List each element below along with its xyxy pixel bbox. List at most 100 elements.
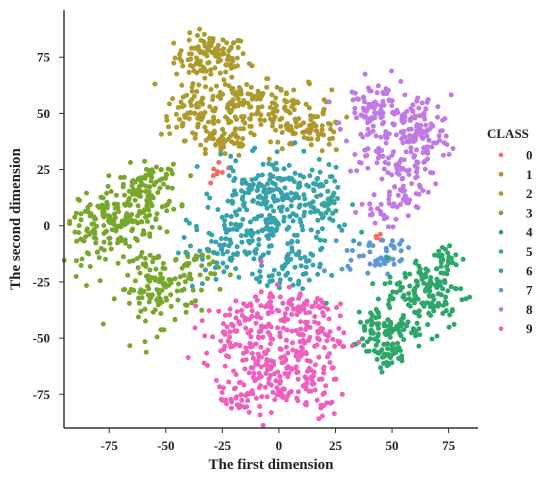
data-point-class-6 <box>288 190 294 196</box>
data-point-class-3 <box>83 234 89 240</box>
data-point-class-2 <box>262 117 267 123</box>
data-point-class-9 <box>216 384 222 390</box>
data-point-class-3 <box>120 254 126 260</box>
data-point-class-2 <box>255 108 261 114</box>
data-point-class-8 <box>400 175 406 181</box>
data-point-class-3 <box>205 276 210 282</box>
data-point-class-6 <box>220 260 226 266</box>
data-point-class-2 <box>269 123 275 129</box>
data-point-class-3 <box>135 265 141 271</box>
data-point-class-8 <box>398 129 404 135</box>
data-point-class-6 <box>228 153 234 159</box>
data-point-class-9 <box>308 374 314 380</box>
data-point-class-3 <box>76 230 82 236</box>
data-point-class-6 <box>317 261 323 267</box>
data-point-class-2 <box>174 71 180 77</box>
data-point-class-4 <box>421 301 427 307</box>
data-point-class-3 <box>150 259 156 265</box>
data-point-class-3 <box>75 196 81 202</box>
data-point-class-3 <box>138 308 144 314</box>
data-point-class-2 <box>186 116 192 122</box>
data-point-class-6 <box>310 262 316 268</box>
data-point-class-2 <box>202 124 208 130</box>
data-point-class-2 <box>344 114 350 120</box>
data-point-class-2 <box>211 128 217 134</box>
data-point-class-4 <box>408 297 414 303</box>
data-point-class-6 <box>209 232 215 238</box>
data-point-class-9 <box>251 370 257 376</box>
data-point-class-2 <box>188 103 194 109</box>
data-point-class-3 <box>179 203 185 209</box>
data-point-class-6 <box>273 160 279 166</box>
data-point-class-4 <box>438 263 444 269</box>
data-point-class-8 <box>375 83 381 89</box>
data-point-class-8 <box>398 167 404 172</box>
data-point-class-2 <box>210 39 216 44</box>
data-point-class-2 <box>252 93 258 99</box>
data-point-class-6 <box>256 181 262 187</box>
data-point-class-9 <box>289 297 295 302</box>
data-point-class-8 <box>412 137 418 143</box>
data-point-class-6 <box>205 204 211 210</box>
data-point-class-9 <box>280 386 286 392</box>
data-point-class-2 <box>289 104 295 110</box>
data-point-class-6 <box>224 213 230 219</box>
data-point-class-9 <box>242 366 248 372</box>
data-point-class-2 <box>202 42 208 48</box>
data-point-class-2 <box>223 69 229 75</box>
data-point-class-9 <box>330 336 336 342</box>
data-point-class-4 <box>447 243 452 249</box>
data-point-class-5 <box>350 202 355 208</box>
data-point-class-9 <box>327 360 333 365</box>
data-point-class-8 <box>426 137 432 143</box>
data-point-class-2 <box>230 58 236 64</box>
data-point-class-6 <box>326 162 332 167</box>
data-point-class-6 <box>301 148 307 154</box>
data-point-class-9 <box>253 294 258 300</box>
data-point-class-2 <box>239 114 244 120</box>
data-point-class-4 <box>403 274 408 280</box>
data-point-class-9 <box>317 305 323 311</box>
data-point-class-4 <box>389 360 395 366</box>
data-point-class-3 <box>148 178 154 184</box>
data-point-class-2 <box>231 40 236 46</box>
data-point-class-8 <box>326 99 332 105</box>
data-point-class-8 <box>401 157 407 163</box>
data-point-class-2 <box>181 103 187 109</box>
data-point-class-2 <box>180 94 186 100</box>
data-point-class-7 <box>390 238 395 244</box>
data-point-class-4 <box>453 252 459 258</box>
data-point-class-3 <box>172 316 178 322</box>
data-point-class-9 <box>330 365 336 371</box>
data-point-class-2 <box>294 99 300 105</box>
data-point-class-4 <box>323 300 329 306</box>
data-point-class-9 <box>294 370 300 376</box>
data-point-class-9 <box>253 320 259 326</box>
data-point-class-8 <box>393 162 399 168</box>
data-point-class-4 <box>431 297 437 303</box>
data-point-class-3 <box>109 227 115 233</box>
legend-label: 5 <box>526 244 533 259</box>
data-point-class-3 <box>130 178 136 183</box>
data-point-class-6 <box>274 167 280 172</box>
data-point-class-7 <box>391 261 397 267</box>
data-point-class-9 <box>276 308 282 314</box>
x-ticks: -75 -50 -25 0 25 50 75 <box>101 428 456 453</box>
data-point-class-4 <box>410 326 416 332</box>
data-point-class-3 <box>125 201 131 206</box>
data-point-class-4 <box>385 341 391 347</box>
data-point-class-8 <box>406 167 412 173</box>
data-point-class-6 <box>270 195 276 201</box>
data-point-class-2 <box>187 63 193 68</box>
data-point-class-2 <box>194 89 200 94</box>
data-point-class-2 <box>193 131 198 137</box>
data-point-class-9 <box>284 327 290 333</box>
data-point-class-6 <box>253 250 259 256</box>
data-point-class-3 <box>155 190 161 195</box>
data-point-class-6 <box>322 238 328 244</box>
data-point-class-4 <box>386 328 391 334</box>
data-point-class-9 <box>268 324 274 330</box>
data-point-class-3 <box>173 256 179 262</box>
data-point-class-4 <box>379 369 385 375</box>
data-point-class-4 <box>436 248 442 254</box>
